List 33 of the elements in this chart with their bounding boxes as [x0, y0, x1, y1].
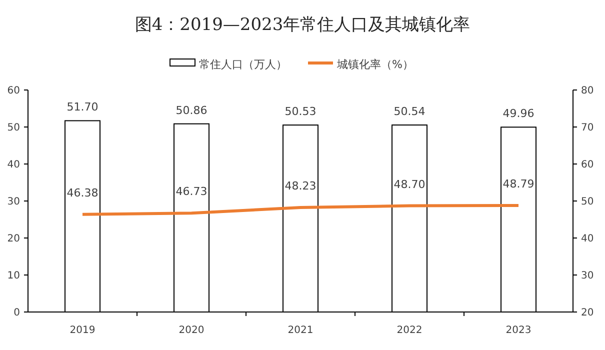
- data-label: 49.96: [502, 107, 534, 120]
- y2-tick-label: 50: [581, 196, 594, 208]
- data-label: 51.70: [66, 100, 98, 114]
- y2-tick-label: 70: [581, 122, 594, 134]
- y2-tick-label: 80: [581, 86, 594, 96]
- chart-title: 图4：2019—2023年常住人口及其城镇化率: [134, 15, 470, 35]
- data-label: 48.23: [284, 180, 316, 193]
- y-tick-label: 40: [7, 160, 20, 170]
- y2-tick-label: 30: [581, 270, 594, 282]
- legend-label: 城镇化率（%）: [336, 58, 414, 71]
- x-tick-label: 2023: [506, 325, 532, 336]
- data-label: 50.53: [284, 105, 316, 118]
- legend-label: 常住人口（万人）: [199, 58, 287, 71]
- y2-tick-label: 40: [581, 234, 594, 244]
- data-label: 50.54: [394, 105, 426, 118]
- y-tick-label: 20: [7, 234, 20, 244]
- y2-tick-label: 60: [581, 160, 594, 170]
- data-label: 46.73: [176, 185, 208, 198]
- data-label: 46.38: [66, 186, 98, 200]
- data-label: 50.86: [176, 104, 208, 117]
- x-tick-label: 2021: [288, 325, 314, 336]
- y-tick-label: 0: [14, 308, 20, 318]
- x-tick-label: 2020: [178, 325, 204, 336]
- y-tick-label: 60: [7, 86, 20, 96]
- x-tick-label: 2019: [70, 325, 96, 336]
- line-series: [81, 204, 520, 216]
- y2-tick-label: 20: [581, 308, 594, 318]
- data-label: 48.70: [394, 178, 426, 191]
- y-tick-label: 50: [7, 122, 20, 134]
- data-label: 48.79: [502, 177, 534, 190]
- x-tick-label: 2022: [396, 325, 422, 336]
- y-tick-label: 30: [7, 196, 20, 208]
- y-tick-label: 10: [7, 270, 20, 282]
